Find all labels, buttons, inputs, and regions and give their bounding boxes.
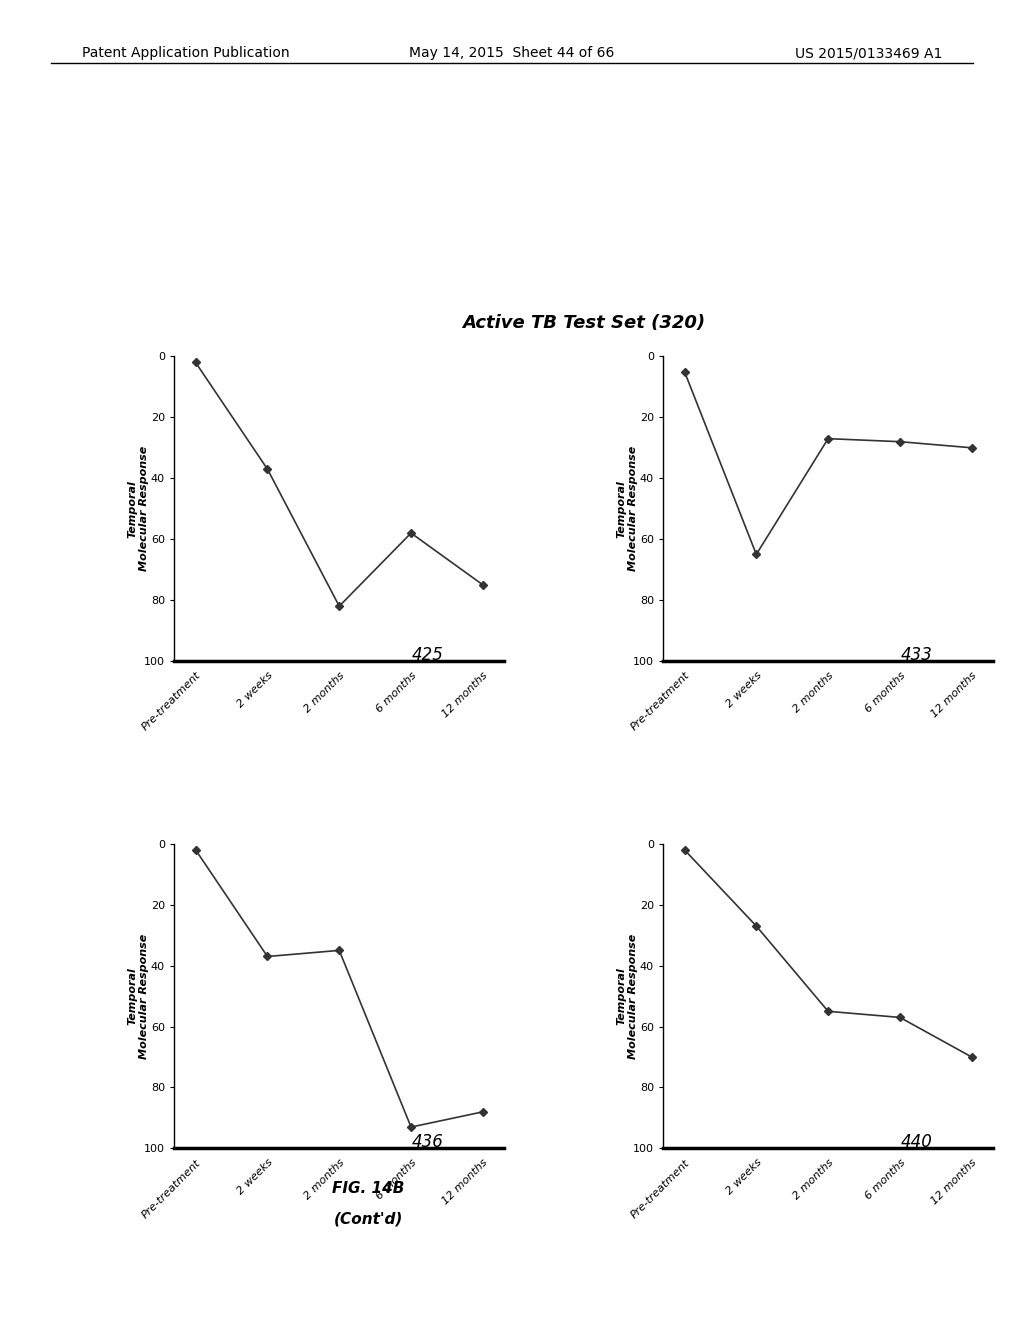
Text: 433: 433: [901, 645, 933, 664]
Text: Patent Application Publication: Patent Application Publication: [82, 46, 290, 61]
Y-axis label: Temporal
Molecular Response: Temporal Molecular Response: [616, 446, 638, 572]
Text: US 2015/0133469 A1: US 2015/0133469 A1: [795, 46, 942, 61]
Text: 436: 436: [412, 1133, 443, 1151]
Text: 440: 440: [901, 1133, 933, 1151]
Text: (Cont'd): (Cont'd): [334, 1212, 403, 1226]
Text: 425: 425: [412, 645, 443, 664]
Y-axis label: Temporal
Molecular Response: Temporal Molecular Response: [616, 933, 638, 1059]
Y-axis label: Temporal
Molecular Response: Temporal Molecular Response: [128, 933, 150, 1059]
Text: Active TB Test Set (320): Active TB Test Set (320): [462, 314, 706, 333]
Y-axis label: Temporal
Molecular Response: Temporal Molecular Response: [128, 446, 150, 572]
Text: FIG. 14B: FIG. 14B: [333, 1181, 404, 1196]
Text: May 14, 2015  Sheet 44 of 66: May 14, 2015 Sheet 44 of 66: [410, 46, 614, 61]
